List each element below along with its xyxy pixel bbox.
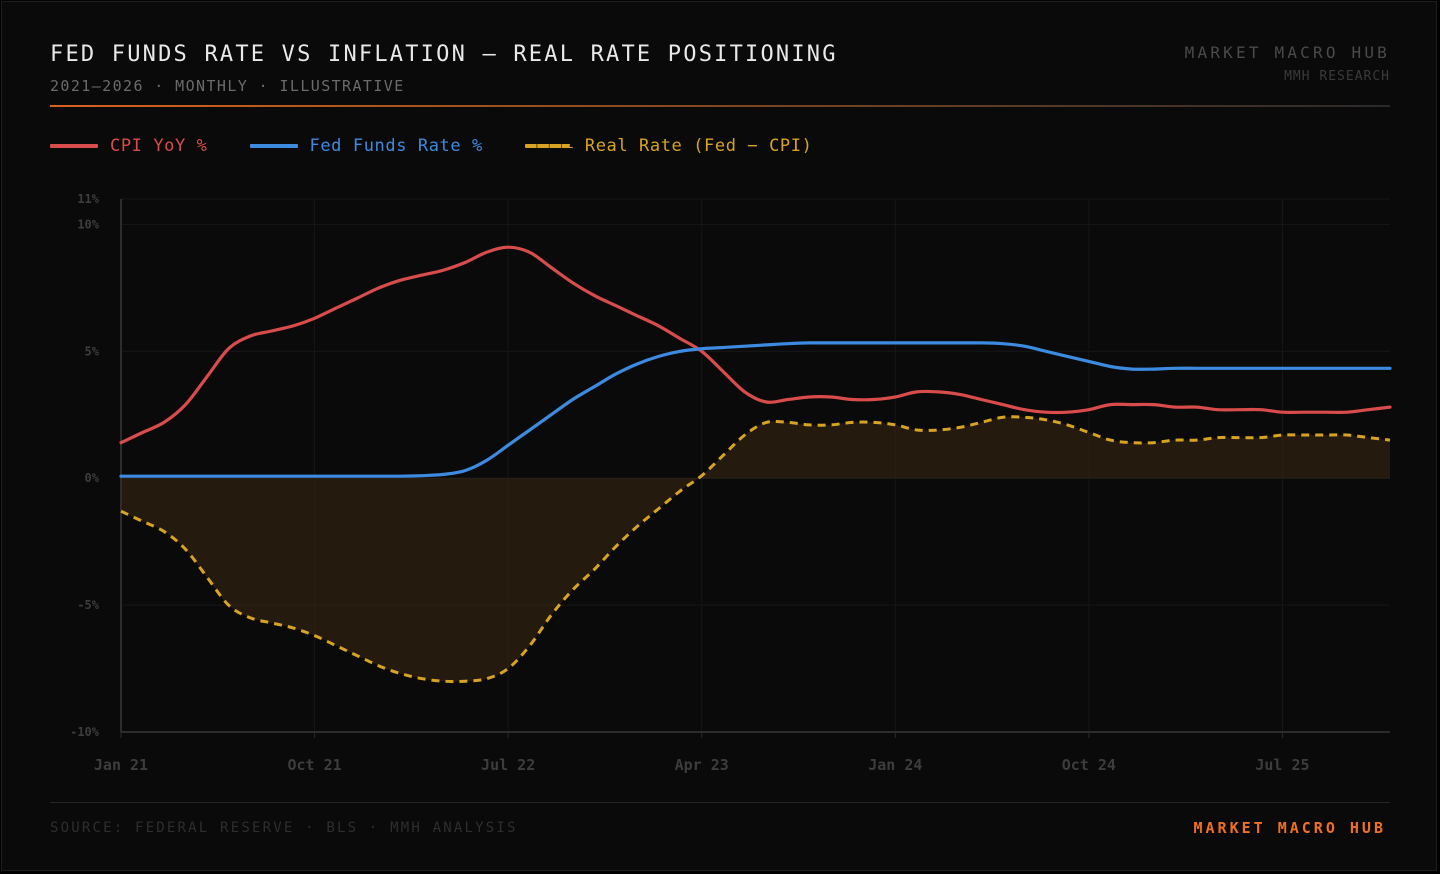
legend-label-cpi: CPI YoY % — [110, 136, 208, 156]
series-line-real-rate — [120, 415, 1391, 684]
x-tick-label: Jan 21 — [94, 756, 148, 774]
footer-divider — [50, 802, 1390, 803]
series-line-fed-funds — [119, 341, 1392, 478]
legend-label-real-rate: Real Rate (Fed − CPI) — [584, 136, 813, 156]
x-tick-label: Oct 24 — [1062, 756, 1116, 774]
y-tick-label: -5% — [77, 598, 99, 612]
header-divider — [50, 105, 1390, 107]
x-tick-label: Jul 25 — [1255, 756, 1309, 774]
legend-item-fed-funds: Fed Funds Rate % — [249, 136, 483, 156]
x-axis-labels: Jan 21 Oct 21 Jul 22 Apr 23 Jan 24 Oct 24 Jul … — [94, 756, 1310, 774]
chart-axes — [120, 199, 1390, 738]
page-subtitle: 2021–2026 · MONTHLY · ILLUSTRATIVE — [50, 77, 405, 95]
y-axis-labels: 11% 10% 5% 0% -5% -10% — [70, 192, 100, 739]
y-tick-label: 10% — [77, 217, 99, 231]
x-tick-label: Jul 22 — [481, 756, 535, 774]
legend-swatch-fed-funds — [249, 144, 298, 148]
x-tick-label: Jan 24 — [868, 756, 922, 774]
legend-swatch-real-rate — [524, 144, 573, 148]
legend-label-fed-funds: Fed Funds Rate % — [309, 136, 483, 156]
page-title: FED FUNDS RATE VS INFLATION — REAL RATE … — [50, 42, 838, 67]
brand-logo-text: MARKET MACRO HUB — [1184, 43, 1390, 62]
y-tick-label: -10% — [70, 725, 100, 739]
legend-item-cpi: CPI YoY % — [50, 136, 208, 156]
real-rate-area — [121, 416, 1390, 682]
legend-item-real-rate: Real Rate (Fed − CPI) — [524, 136, 813, 156]
y-tick-label: 0% — [85, 471, 100, 485]
brand-subtitle: MMH RESEARCH — [1284, 69, 1390, 84]
chart-series — [119, 245, 1392, 684]
x-tick-label: Apr 23 — [675, 756, 729, 774]
footer-brand: MARKET MACRO HUB — [1193, 819, 1386, 837]
chart-legend: CPI YoY % Fed Funds Rate % Real Rate (Fe… — [50, 136, 854, 156]
source-note: SOURCE: FEDERAL RESERVE · BLS · MMH ANAL… — [50, 820, 518, 836]
real-rate-fill — [121, 416, 1390, 682]
y-tick-label: 5% — [85, 344, 100, 358]
y-tick-label: 11% — [77, 192, 99, 206]
series-line-cpi — [119, 245, 1392, 445]
legend-swatch-cpi — [50, 144, 98, 148]
x-tick-label: Oct 21 — [287, 756, 341, 774]
